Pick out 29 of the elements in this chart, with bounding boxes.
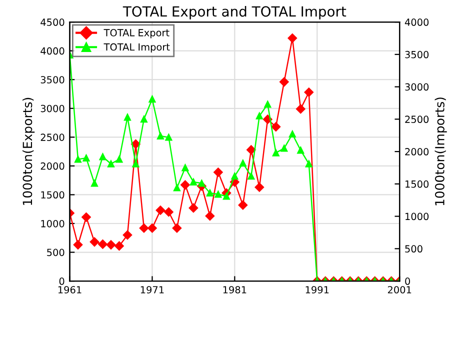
y2-tick-label: 0 (405, 278, 410, 285)
y-tick-label: 500 (47, 248, 64, 256)
x-tick-label: 1961 (58, 286, 82, 294)
y-tick-label: 1500 (41, 191, 64, 199)
y-tick-label: 3500 (40, 76, 64, 84)
y-tick-label: 4000 (40, 47, 64, 55)
y2-tick-label: 2000 (405, 148, 429, 156)
y-tick-label: 0 (59, 278, 64, 285)
y2-tick-label: 500 (405, 245, 422, 253)
x-tick-label: 2001 (388, 286, 412, 294)
y-tick-label: 2000 (40, 162, 64, 170)
y2-tick-label: 1500 (406, 180, 429, 188)
y2-tick-label: 1000 (406, 212, 429, 220)
y2-axis-title: 1000ton(Imports) (434, 98, 447, 206)
legend-label: TOTAL Export (104, 29, 170, 38)
y-tick-label: 2500 (40, 134, 64, 141)
y2-tick-label: 3000 (405, 83, 429, 91)
x-tick-label: 1971 (140, 286, 164, 294)
y2-tick-label: 2500 (405, 116, 429, 124)
y-tick-label: 1000 (41, 220, 64, 228)
y-axis-title: 1000ton(Exports) (22, 98, 35, 205)
y-tick-label: 4500 (40, 18, 64, 26)
y2-tick-label: 4000 (404, 18, 429, 26)
y2-tick-label: 3500 (405, 50, 429, 58)
y-tick-label: 3000 (40, 104, 64, 112)
x-tick-label: 1981 (223, 286, 246, 294)
chart-title: TOTAL Export and TOTAL Import (122, 6, 346, 20)
legend-label: TOTAL Import (104, 43, 170, 53)
x-tick-label: 1991 (306, 286, 329, 294)
